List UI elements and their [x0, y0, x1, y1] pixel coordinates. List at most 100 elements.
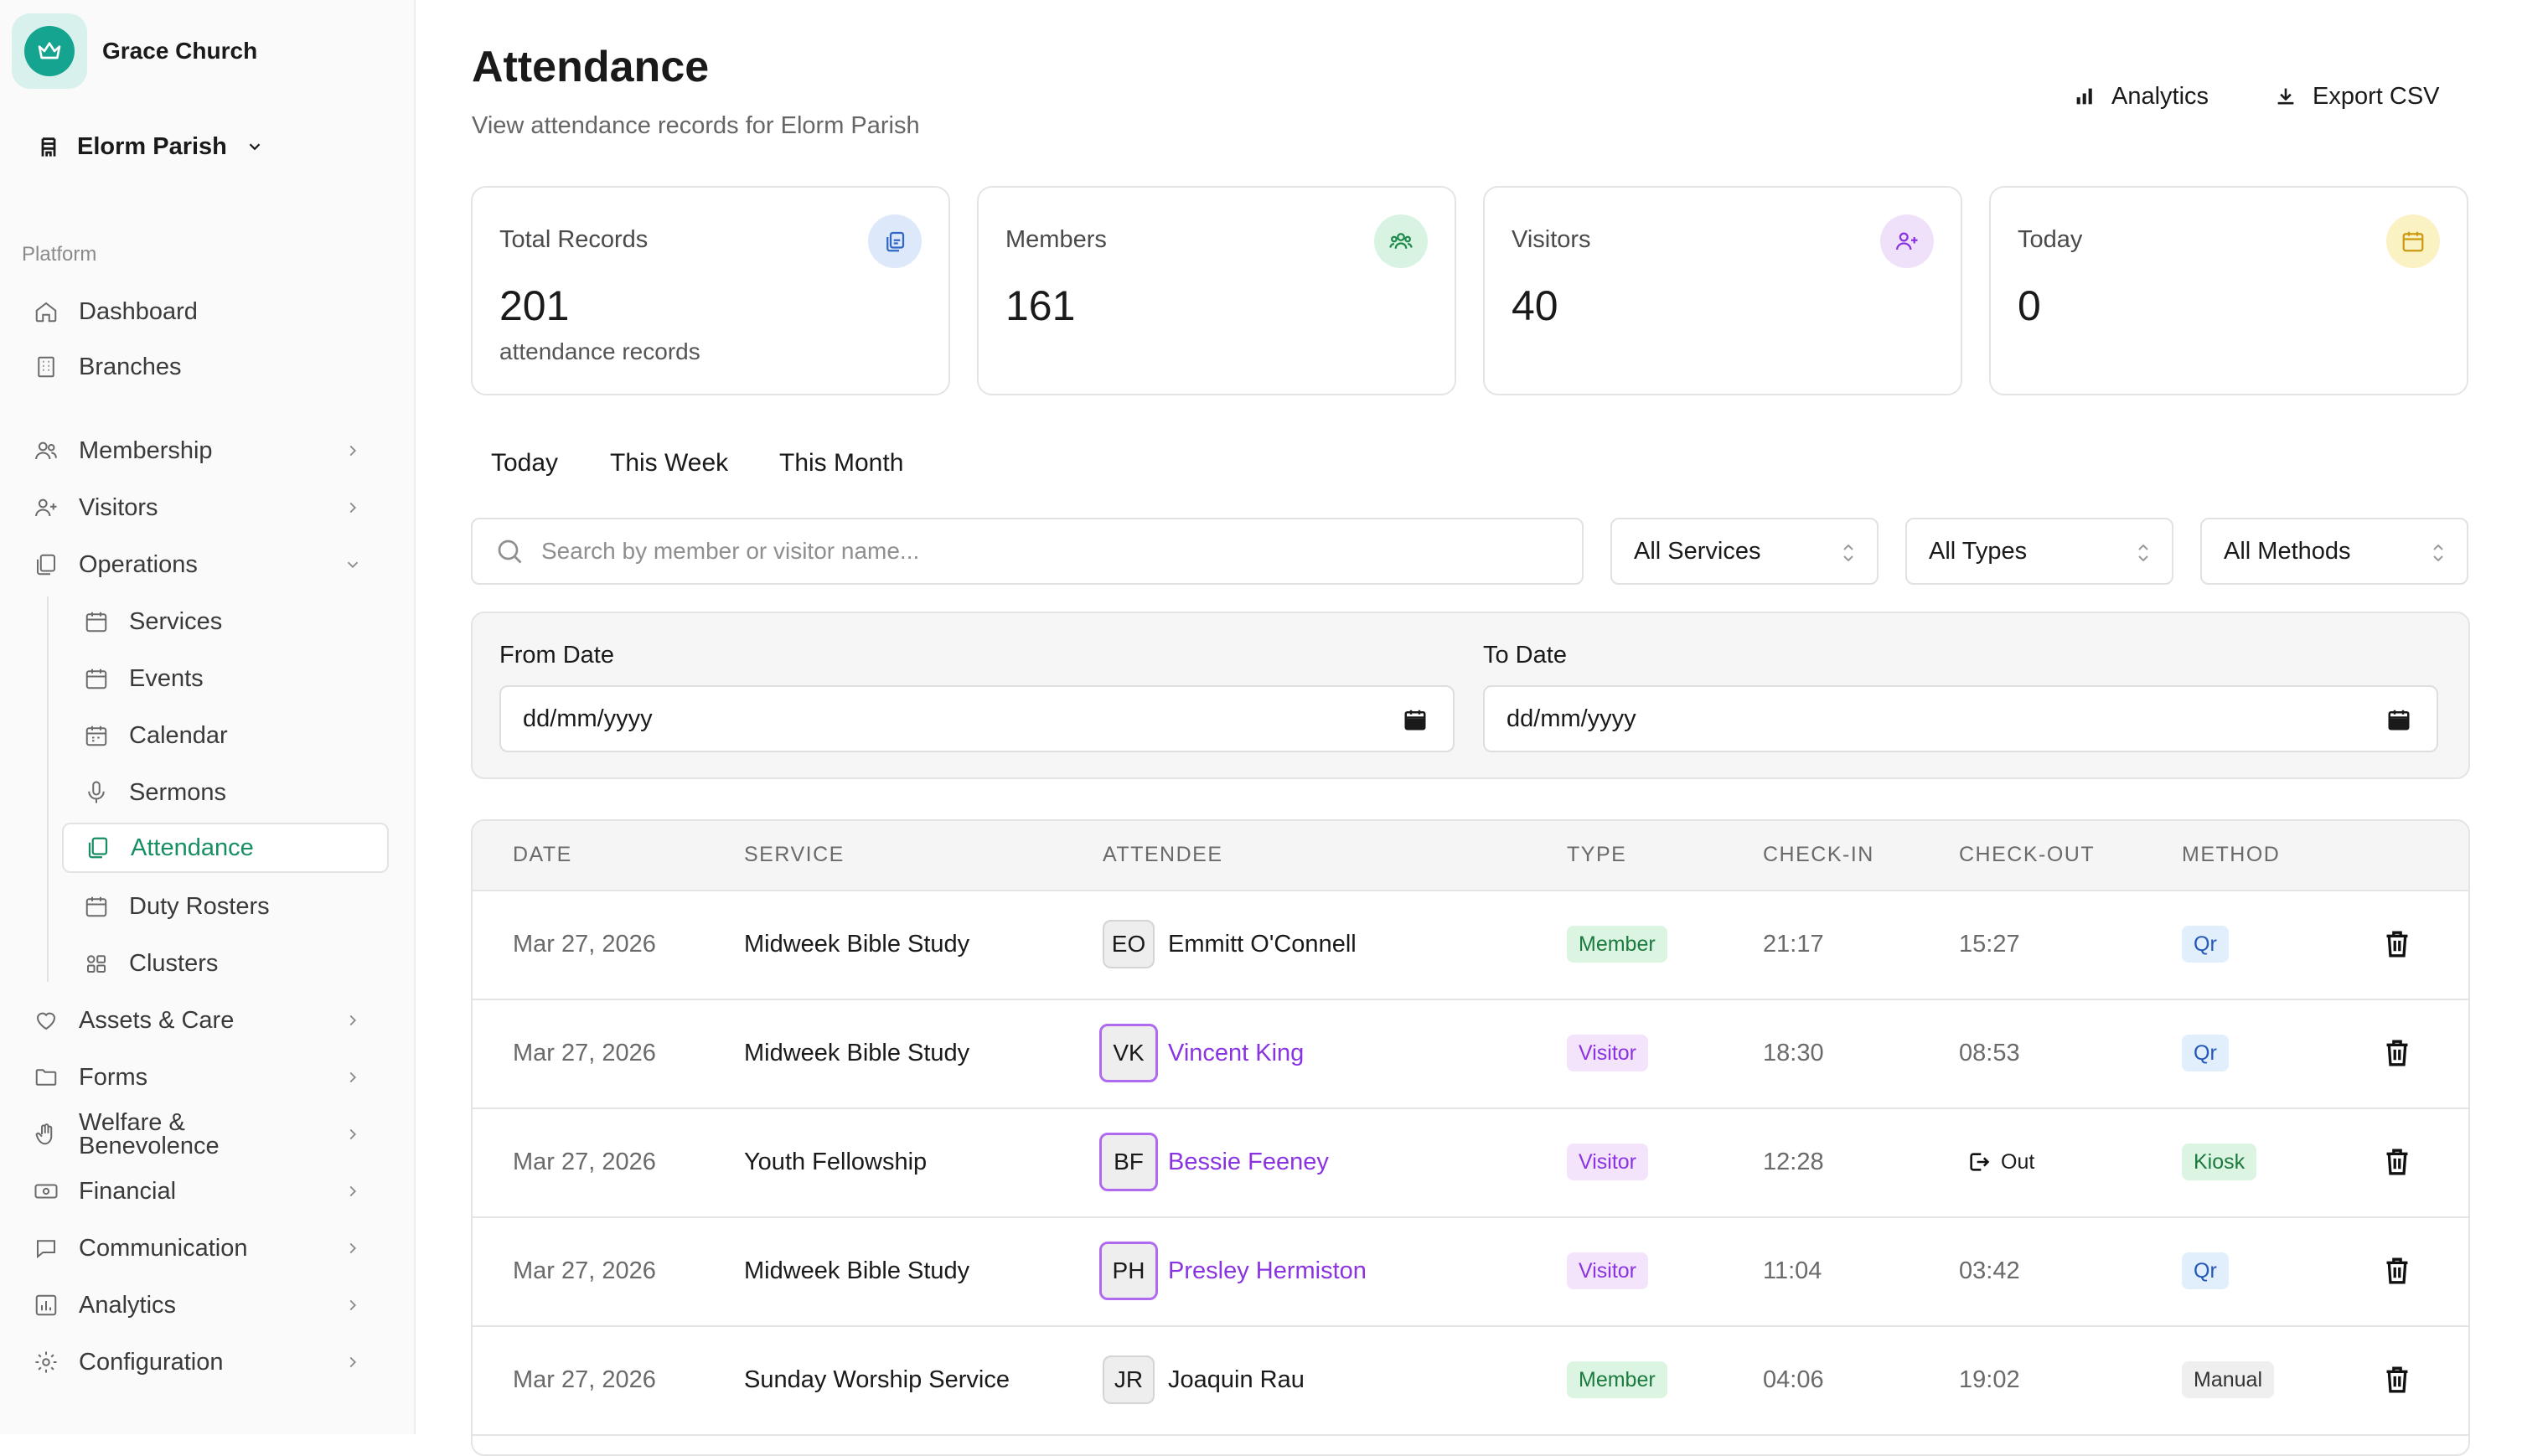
type-cell: Member — [1567, 1325, 1667, 1434]
service-filter-select[interactable]: All Services — [1610, 518, 1879, 585]
sidebar-item-membership[interactable]: Membership — [34, 426, 385, 476]
chevron-right-icon — [344, 1011, 362, 1030]
check-out-label: Out — [2001, 1149, 2035, 1174]
attendee-name[interactable]: Emmitt O'Connell — [1168, 930, 1357, 958]
sidebar-item-label: Operations — [79, 550, 198, 578]
attendee-name[interactable]: Presley Hermiston — [1168, 1257, 1367, 1284]
sidebar-item-analytics[interactable]: Analytics — [34, 1280, 385, 1330]
microphone-icon — [84, 780, 109, 805]
check-in-cell: 21:17 — [1763, 930, 1824, 958]
attendee-name[interactable]: Joaquin Rau — [1168, 1366, 1305, 1393]
stat-card-visitors: Visitors 40 — [1483, 186, 1962, 395]
avatar: EO — [1103, 920, 1155, 968]
parish-name: Elorm Parish — [77, 132, 227, 160]
column-header-check-in: CHECK-IN — [1763, 843, 1874, 866]
sidebar-item-label: Communication — [79, 1234, 248, 1262]
tab-today[interactable]: Today — [491, 449, 559, 477]
method-cell: Qr — [2182, 890, 2229, 999]
check-in-cell: 04:06 — [1763, 1366, 1824, 1393]
chevron-right-icon — [344, 1182, 362, 1200]
parish-switcher[interactable]: Elorm Parish — [37, 126, 264, 168]
sidebar-item-clusters[interactable]: Clusters — [62, 938, 389, 989]
chevron-right-icon — [344, 1239, 362, 1257]
calendar-icon — [84, 666, 109, 691]
sidebar-item-label: Forms — [79, 1063, 148, 1091]
table-row[interactable]: Mar 27, 2026 Midweek Bible Study VK Vinc… — [473, 999, 2468, 1109]
sidebar-item-attendance[interactable]: Attendance — [62, 823, 389, 873]
select-value: All Services — [1634, 537, 1761, 565]
check-out-action: Out — [1967, 1150, 2034, 1175]
sidebar-item-assets-care[interactable]: Assets & Care — [34, 995, 385, 1046]
stat-label: Today — [2018, 226, 2083, 253]
from-date-input[interactable]: dd/mm/yyyy — [499, 685, 1455, 752]
sidebar-item-configuration[interactable]: Configuration — [34, 1337, 385, 1387]
sidebar-item-label: Sermons — [129, 778, 227, 806]
delete-button[interactable] — [2383, 1325, 2411, 1434]
trash-icon — [2386, 1149, 2408, 1175]
sidebar-item-events[interactable]: Events — [62, 653, 389, 704]
delete-button[interactable] — [2383, 890, 2411, 999]
attendee-cell: EO Emmitt O'Connell — [1103, 890, 1357, 999]
sidebar-item-financial[interactable]: Financial — [34, 1166, 385, 1216]
search-input[interactable] — [540, 537, 1548, 565]
attendee-name[interactable]: Bessie Feeney — [1168, 1148, 1329, 1175]
sidebar-item-calendar[interactable]: Calendar — [62, 710, 389, 761]
type-badge: Visitor — [1567, 1144, 1649, 1180]
user-plus-icon — [34, 495, 59, 520]
method-cell: Kiosk — [2182, 1107, 2257, 1216]
table-row[interactable]: Mar 27, 2026 Midweek Bible Study PH Pres… — [473, 1216, 2468, 1327]
type-filter-select[interactable]: All Types — [1905, 518, 2173, 585]
trash-icon — [2386, 1257, 2408, 1284]
check-out-cell: 19:02 — [1959, 1366, 2020, 1393]
table-row[interactable]: Mar 27, 2026 Youth Fellowship BF Bessie … — [473, 1107, 2468, 1218]
sidebar: Grace Church Elorm Parish Platform Dashb… — [0, 0, 416, 1434]
check-out-button[interactable]: Out — [1967, 1107, 2034, 1216]
date-cell: Mar 27, 2026 — [513, 1039, 656, 1066]
to-date-input[interactable]: dd/mm/yyyy — [1483, 685, 2438, 752]
sidebar-item-communication[interactable]: Communication — [34, 1223, 385, 1273]
sidebar-item-duty-rosters[interactable]: Duty Rosters — [62, 881, 389, 932]
check-out-cell: 03:42 — [1959, 1257, 2020, 1284]
clipboard-copy-icon — [85, 835, 111, 860]
sidebar-item-welfare-benevolence[interactable]: Welfare & Benevolence — [34, 1109, 385, 1159]
sidebar-item-branches[interactable]: Branches — [34, 342, 385, 392]
sidebar-item-label: Financial — [79, 1177, 177, 1205]
stat-value: 161 — [1005, 282, 1076, 329]
sidebar-item-services[interactable]: Services — [62, 596, 389, 647]
table-row[interactable]: Mar 27, 2026 Midweek Bible Study EO Emmi… — [473, 890, 2468, 1000]
date-cell: Mar 27, 2026 — [513, 1148, 656, 1175]
column-header-service: SERVICE — [744, 843, 845, 866]
export-csv-button[interactable]: Export CSV — [2274, 77, 2440, 116]
table-row[interactable]: Mar 27, 2026 Sunday Worship Service JR J… — [473, 1325, 2468, 1436]
avatar: PH — [1099, 1242, 1158, 1300]
search-box[interactable] — [471, 518, 1584, 585]
brand[interactable]: Grace Church — [12, 13, 257, 89]
delete-button[interactable] — [2383, 999, 2411, 1107]
sidebar-item-dashboard[interactable]: Dashboard — [34, 287, 385, 337]
method-filter-select[interactable]: All Methods — [2200, 518, 2468, 585]
stat-card-total-records: Total Records 201 attendance records — [471, 186, 950, 395]
service-cell: Youth Fellowship — [744, 1148, 928, 1175]
sidebar-item-visitors[interactable]: Visitors — [34, 483, 385, 533]
brand-name: Grace Church — [102, 38, 258, 64]
delete-button[interactable] — [2383, 1107, 2411, 1216]
calendar-icon — [84, 894, 109, 919]
clipboard-copy-icon — [868, 214, 922, 268]
sidebar-item-operations[interactable]: Operations — [34, 540, 385, 590]
stat-card-today: Today 0 — [1989, 186, 2468, 395]
stat-label: Members — [1005, 226, 1107, 253]
crown-icon — [24, 26, 75, 76]
sidebar-item-forms[interactable]: Forms — [34, 1052, 385, 1102]
analytics-button[interactable]: Analytics — [2073, 77, 2209, 116]
tab-this-month[interactable]: This Month — [779, 449, 904, 477]
sidebar-item-sermons[interactable]: Sermons — [62, 767, 389, 818]
type-badge: Visitor — [1567, 1035, 1649, 1071]
church-building-icon — [41, 137, 56, 157]
sidebar-item-label: Services — [129, 607, 223, 635]
chevron-down-icon — [249, 143, 261, 151]
tab-this-week[interactable]: This Week — [610, 449, 729, 477]
delete-button[interactable] — [2383, 1216, 2411, 1325]
logout-icon — [1970, 1153, 1990, 1171]
search-icon — [498, 540, 522, 564]
attendee-name[interactable]: Vincent King — [1168, 1039, 1305, 1066]
